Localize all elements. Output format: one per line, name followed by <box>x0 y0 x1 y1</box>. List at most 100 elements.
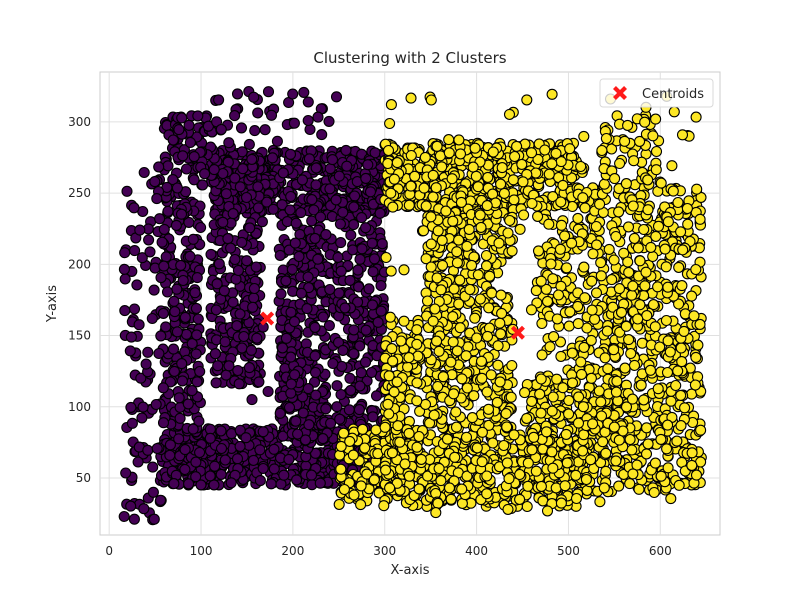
cluster-0-point <box>348 324 360 336</box>
cluster-0-point <box>375 305 387 317</box>
cluster-0-point <box>374 207 386 219</box>
cluster-1-point <box>644 364 657 376</box>
cluster-0-point <box>179 463 191 476</box>
cluster-1-point <box>509 150 521 163</box>
cluster-1-point <box>647 130 659 142</box>
cluster-0-point <box>132 456 144 468</box>
cluster-0-point <box>284 204 296 216</box>
cluster-0-point <box>276 342 289 354</box>
cluster-0-point <box>257 462 269 475</box>
cluster-1-point <box>467 161 479 173</box>
cluster-1-point <box>344 435 356 447</box>
cluster-1-point <box>379 421 391 433</box>
cluster-1-point <box>429 303 441 315</box>
cluster-1-point <box>662 462 674 474</box>
cluster-0-point <box>191 376 203 388</box>
cluster-0-point <box>243 138 255 150</box>
cluster-0-point <box>177 274 189 287</box>
cluster-1-point <box>633 483 645 495</box>
cluster-0-point <box>171 326 183 338</box>
cluster-1-point <box>587 248 599 260</box>
cluster-1-point <box>578 429 590 441</box>
cluster-1-point <box>667 185 679 197</box>
cluster-0-point <box>248 91 260 103</box>
cluster-1-point <box>535 275 547 287</box>
cluster-1-point <box>609 173 621 185</box>
cluster-0-point <box>149 176 161 188</box>
cluster-1-point <box>450 421 463 433</box>
cluster-1-point <box>585 372 597 384</box>
cluster-1-point <box>539 144 551 156</box>
cluster-0-point <box>275 288 287 300</box>
cluster-0-point <box>188 151 200 163</box>
cluster-1-point <box>577 401 589 413</box>
cluster-1-point <box>443 147 455 159</box>
cluster-0-point <box>245 344 257 356</box>
cluster-1-point <box>634 255 646 267</box>
cluster-0-point <box>288 117 300 129</box>
cluster-0-point <box>303 419 315 431</box>
cluster-0-point <box>265 109 278 121</box>
cluster-0-point <box>153 161 165 173</box>
cluster-0-point <box>320 403 332 415</box>
cluster-0-point <box>335 265 347 277</box>
cluster-1-point <box>543 168 555 180</box>
cluster-0-point <box>157 307 169 319</box>
cluster-0-point <box>284 148 297 160</box>
cluster-0-point <box>297 407 309 419</box>
cluster-0-point <box>238 330 250 343</box>
cluster-1-point <box>382 157 394 170</box>
cluster-0-point <box>323 115 335 127</box>
cluster-0-point <box>250 261 262 273</box>
cluster-0-point <box>356 243 368 255</box>
cluster-0-point <box>161 286 174 298</box>
cluster-0-point <box>231 453 244 465</box>
cluster-0-point <box>259 124 271 136</box>
cluster-1-point <box>411 377 423 389</box>
cluster-0-point <box>125 500 137 512</box>
cluster-1-point <box>498 187 510 199</box>
cluster-0-point <box>334 413 346 425</box>
cluster-1-point <box>530 285 542 297</box>
cluster-0-point <box>290 217 302 229</box>
cluster-0-point <box>232 264 244 277</box>
cluster-1-point <box>627 200 639 212</box>
cluster-0-point <box>138 503 150 515</box>
cluster-1-point <box>501 421 513 433</box>
cluster-0-point <box>353 404 365 416</box>
cluster-1-point <box>370 424 382 436</box>
cluster-0-point <box>140 358 152 370</box>
cluster-0-point <box>190 471 202 483</box>
cluster-0-point <box>234 424 246 436</box>
cluster-0-point <box>222 233 234 245</box>
cluster-0-point <box>120 467 132 479</box>
cluster-1-point <box>348 489 360 501</box>
cluster-1-point <box>487 437 499 449</box>
cluster-1-point <box>586 304 598 316</box>
cluster-0-point <box>348 201 360 213</box>
cluster-0-point <box>153 347 165 360</box>
cluster-1-point <box>555 219 568 231</box>
cluster-0-point <box>162 205 174 217</box>
cluster-1-point <box>487 146 499 158</box>
cluster-1-point <box>587 418 599 430</box>
cluster-1-point <box>433 345 445 357</box>
cluster-0-point <box>317 433 329 445</box>
cluster-0-point <box>330 194 342 206</box>
cluster-1-point <box>522 457 534 469</box>
cluster-1-point <box>647 250 659 263</box>
cluster-0-point <box>171 283 183 295</box>
cluster-1-point <box>601 325 613 337</box>
cluster-0-point <box>180 328 193 340</box>
cluster-0-point <box>331 380 343 392</box>
cluster-1-point <box>578 341 590 353</box>
cluster-1-point <box>676 280 688 292</box>
cluster-1-point <box>347 449 359 461</box>
cluster-1-point <box>695 424 707 436</box>
cluster-0-point <box>248 282 260 295</box>
cluster-0-point <box>205 248 217 260</box>
cluster-0-point <box>129 245 141 257</box>
cluster-0-point <box>289 369 301 381</box>
cluster-0-point <box>344 274 356 286</box>
cluster-0-point <box>176 375 188 387</box>
